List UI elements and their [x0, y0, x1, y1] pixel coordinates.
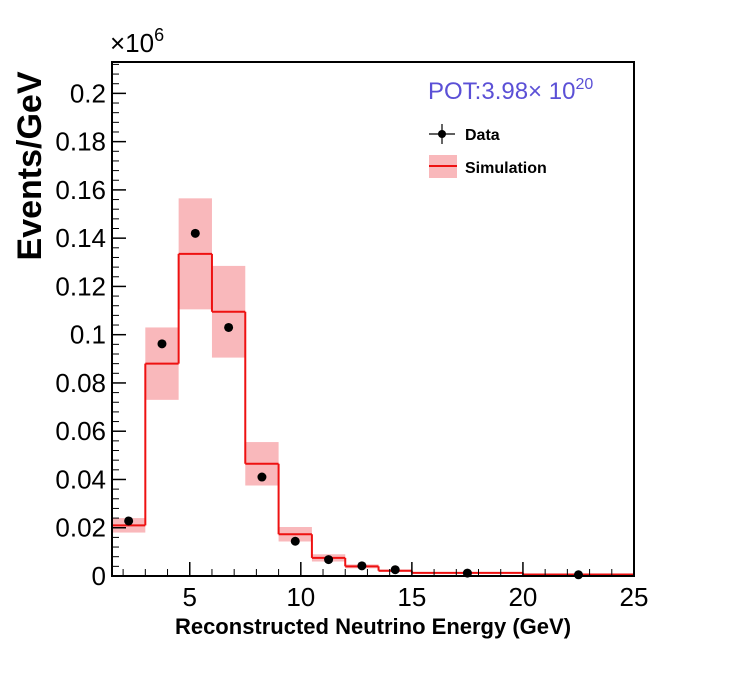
- x-tick-label-4: 25: [620, 582, 649, 612]
- data-point-4: [257, 472, 267, 482]
- y-tick-label-6: 0.12: [55, 271, 106, 301]
- y-tick-label-8: 0.16: [55, 175, 106, 205]
- y-tick-label-7: 0.14: [55, 223, 106, 253]
- y-tick-label-4: 0.08: [55, 368, 106, 398]
- plot-frame: [111, 61, 635, 577]
- y-axis-title: Events/GeV: [11, 71, 49, 260]
- x-axis-title: Reconstructed Neutrino Energy (GeV): [175, 614, 571, 639]
- data-point-3: [224, 322, 234, 332]
- legend-data-marker: [429, 124, 455, 144]
- y-tick-label-9: 0.18: [55, 127, 106, 157]
- y-multiplier: ×106: [110, 25, 164, 58]
- legend: Data Simulation: [429, 124, 547, 178]
- data-point-2: [190, 228, 200, 238]
- x-tick-label-3: 20: [508, 582, 537, 612]
- data-point-7: [357, 561, 367, 571]
- legend-simulation-label: Simulation: [465, 160, 547, 177]
- y-tick-label-5: 0.1: [70, 320, 106, 350]
- data-point-0: [124, 516, 134, 526]
- y-tick-label-1: 0.02: [55, 513, 106, 543]
- data-point-10: [573, 570, 583, 580]
- legend-data-label: Data: [465, 127, 500, 144]
- data-point-6: [324, 555, 334, 565]
- x-tick-label-1: 10: [286, 582, 315, 612]
- data-point-5: [290, 536, 300, 546]
- data-points: [124, 228, 583, 580]
- data-point-1: [157, 339, 167, 349]
- y-tick-label-0: 0: [92, 561, 106, 591]
- y-tick-label-2: 0.04: [55, 464, 106, 494]
- simulation-histogram: [112, 252, 634, 576]
- data-point-8: [390, 565, 400, 575]
- y-tick-label-3: 0.06: [55, 416, 106, 446]
- x-tick-label-2: 15: [397, 582, 426, 612]
- legend-simulation-marker: [429, 155, 457, 178]
- x-tick-label-0: 5: [183, 582, 197, 612]
- axes: 5 10 15 20 25 0 0.02 0.04 0.06 0.08 0.1 0.12 0.14 0.1…: [55, 63, 649, 612]
- y-tick-label-10: 0.2: [70, 78, 106, 108]
- pot-annotation: POT:3.98× 1020: [428, 76, 593, 105]
